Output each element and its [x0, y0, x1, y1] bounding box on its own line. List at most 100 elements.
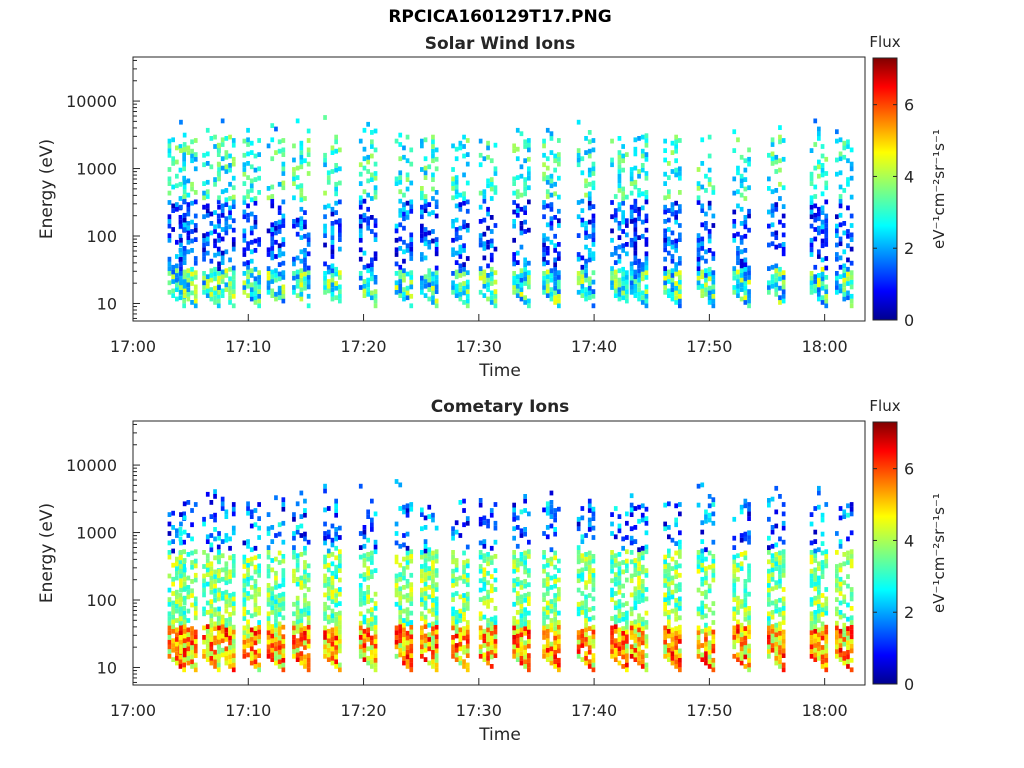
spectrogram-cell	[253, 579, 258, 584]
spectrogram-cell	[743, 224, 748, 230]
spectrogram-cell	[512, 649, 516, 654]
spectrogram-cell	[587, 498, 592, 504]
spectrogram-cell	[224, 221, 229, 226]
spectrogram-cell	[849, 639, 854, 644]
spectrogram-cell	[409, 237, 414, 242]
spectrogram-cell	[767, 266, 771, 271]
spectrogram-cell	[405, 508, 410, 513]
spectrogram-cell	[205, 194, 210, 199]
spectrogram-cell	[482, 628, 487, 634]
spectrogram-cell	[813, 165, 818, 171]
spectrogram-cell	[617, 282, 622, 288]
spectrogram-cell	[202, 252, 206, 257]
spectrogram-cell	[739, 154, 744, 160]
spectrogram-cell	[398, 156, 403, 162]
spectrogram-cell	[707, 654, 712, 660]
spectrogram-cell	[549, 192, 554, 198]
spectrogram-cell	[249, 594, 254, 600]
spectrogram-cell	[809, 573, 814, 579]
spectrogram-cell	[553, 233, 557, 239]
spectrogram-cell	[629, 190, 634, 196]
spectrogram-cell	[420, 507, 424, 513]
spectrogram-cell	[820, 219, 825, 225]
spectrogram-cell	[451, 559, 455, 565]
spectrogram-cell	[303, 219, 307, 225]
spectrogram-cell	[398, 600, 403, 606]
spectrogram-cell	[617, 258, 622, 264]
spectrogram-cell	[678, 303, 682, 309]
spectrogram-cell	[670, 244, 675, 250]
spectrogram-cell	[431, 597, 435, 603]
spectrogram-cell	[326, 591, 331, 596]
spectrogram-cell	[462, 612, 466, 617]
spectrogram-cell	[402, 585, 406, 590]
spectrogram-cell	[587, 616, 592, 622]
spectrogram-cell	[707, 134, 712, 140]
spectrogram-cell	[580, 283, 585, 289]
spectrogram-cell	[270, 586, 275, 592]
spectrogram-cell	[838, 194, 843, 199]
spectrogram-cell	[778, 654, 782, 660]
spectrogram-cell	[527, 667, 531, 673]
spectrogram-cell	[451, 271, 455, 276]
spectrogram-cell	[523, 498, 527, 504]
spectrogram-cell	[696, 242, 701, 248]
spectrogram-cell	[295, 175, 300, 180]
spectrogram-cell	[732, 129, 737, 135]
spectrogram-cell	[707, 607, 712, 613]
spectrogram-cell	[249, 230, 254, 236]
spectrogram-cell	[292, 639, 296, 645]
spectrogram-cell	[835, 587, 839, 593]
spectrogram-cell	[409, 293, 414, 299]
spectrogram-cell	[747, 227, 751, 233]
panel-title: Cometary Ions	[431, 397, 570, 417]
spectrogram-cell	[402, 192, 406, 198]
spectrogram-cell	[193, 223, 198, 228]
spectrogram-cell	[175, 660, 179, 666]
spectrogram-cell	[193, 653, 198, 658]
spectrogram-cell	[696, 606, 701, 612]
spectrogram-cell	[809, 554, 814, 560]
spectrogram-cell	[580, 657, 585, 662]
spectrogram-cell	[175, 202, 179, 207]
spectrogram-cell	[545, 591, 550, 596]
spectrogram-cell	[732, 578, 737, 584]
x-tick-label: 17:50	[686, 337, 732, 356]
spectrogram-cell	[274, 225, 278, 231]
spectrogram-cell	[231, 563, 236, 569]
spectrogram-cell	[420, 195, 424, 201]
spectrogram-cell	[591, 643, 596, 649]
spectrogram-cell	[743, 612, 748, 617]
spectrogram-cell	[704, 575, 708, 581]
spectrogram-cell	[838, 643, 843, 648]
spectrogram-cell	[711, 662, 716, 668]
spectrogram-cell	[420, 573, 424, 579]
spectrogram-cell	[398, 179, 403, 185]
spectrogram-cell	[557, 242, 561, 247]
spectrogram-cell	[678, 629, 682, 635]
spectrogram-cell	[553, 555, 557, 561]
spectrogram-cell	[542, 578, 546, 584]
spectrogram-cell	[711, 279, 716, 285]
spectrogram-cell	[246, 283, 250, 289]
spectrogram-cell	[523, 281, 527, 286]
spectrogram-cell	[739, 552, 744, 557]
spectrogram-cell	[431, 640, 435, 646]
spectrogram-cell	[179, 606, 183, 612]
spectrogram-cell	[231, 237, 236, 242]
spectrogram-cell	[700, 553, 705, 559]
spectrogram-cell	[747, 530, 751, 536]
spectrogram-cell	[306, 161, 311, 167]
spectrogram-cell	[178, 196, 183, 201]
spectrogram-cell	[835, 550, 839, 555]
spectrogram-cell	[580, 558, 585, 563]
spectrogram-cell	[213, 579, 217, 584]
spectrogram-cell	[584, 268, 588, 274]
spectrogram-cell	[549, 277, 554, 283]
spectrogram-cell	[190, 300, 194, 305]
spectrogram-cell	[767, 578, 771, 584]
spectrogram-cell	[610, 512, 614, 517]
spectrogram-cell	[580, 264, 585, 270]
spectrogram-cell	[358, 531, 363, 536]
spectrogram-cell	[644, 549, 649, 555]
